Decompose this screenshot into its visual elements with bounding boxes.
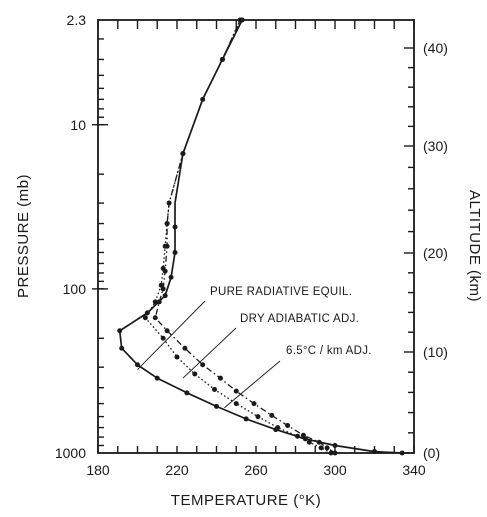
series-point-2 <box>255 414 261 420</box>
series-point-2 <box>152 299 158 305</box>
y-axis-title-right: ALTITUDE (km) <box>466 190 483 302</box>
series-point-3 <box>164 221 170 227</box>
series-layer <box>117 17 405 456</box>
y-axis-ticks: 2.3 10 100 1000 <box>55 12 108 461</box>
series-point-3 <box>285 423 291 429</box>
right-tick-label: (40) <box>423 40 448 56</box>
series-point-2 <box>233 401 239 407</box>
x-tick-label: 180 <box>86 462 110 478</box>
series-point-3 <box>152 315 158 321</box>
series-point-1 <box>162 293 168 299</box>
y-tick-label: 10 <box>70 117 86 133</box>
right-tick-label: (0) <box>423 445 440 461</box>
annotation-label: DRY ADIABATIC ADJ. <box>240 313 359 325</box>
series-point-1 <box>119 345 125 351</box>
series-point-2 <box>192 371 198 377</box>
series-point-3 <box>164 328 170 334</box>
series-point-1 <box>214 403 219 409</box>
y-tick-label: 100 <box>63 281 87 297</box>
x-axis-title: TEMPERATURE (°K) <box>171 492 321 509</box>
annotation-leader <box>137 300 206 370</box>
series-point-2 <box>158 282 164 288</box>
right-tick-label: (20) <box>423 245 448 261</box>
series-point-1 <box>172 249 178 255</box>
x-tick-label: 220 <box>165 462 189 478</box>
annotation-leader <box>224 360 281 409</box>
series-point-2 <box>174 354 180 360</box>
series-point-2 <box>318 445 324 451</box>
series-point-3 <box>217 375 223 381</box>
series-point-1 <box>135 362 140 368</box>
right-axis-ticks: (40) (30) (20) (10) (0) <box>404 40 448 461</box>
series-point-3 <box>300 432 306 438</box>
series-point-1 <box>168 274 174 280</box>
series-point-3 <box>233 388 239 394</box>
series-point-3 <box>156 299 162 305</box>
annotation-label: 6.5°C / km ADJ. <box>286 345 372 357</box>
series-point-1 <box>154 375 160 381</box>
series-line-3 <box>154 19 336 454</box>
series-point-3 <box>200 362 206 368</box>
plot-frame <box>97 19 415 454</box>
series-line-2 <box>144 19 332 454</box>
series-point-1 <box>184 390 190 396</box>
series-point-1 <box>372 449 377 455</box>
plot-area <box>97 19 415 454</box>
x-axis-ticks: 180 220 260 300 340 <box>86 20 426 478</box>
series-point-1 <box>243 416 249 422</box>
series-point-3 <box>162 268 168 274</box>
x-tick-label: 260 <box>244 462 268 478</box>
series-point-2 <box>142 315 148 321</box>
series-point-1 <box>332 442 338 448</box>
annotation-label: PURE RADIATIVE EQUIL. <box>210 286 352 298</box>
series-point-3 <box>269 412 275 418</box>
series-point-3 <box>251 401 257 407</box>
series-point-3 <box>182 345 188 351</box>
series-point-2 <box>160 335 166 341</box>
series-point-3 <box>332 450 338 456</box>
series-point-1 <box>172 224 178 230</box>
series-point-3 <box>160 286 166 292</box>
series-point-3 <box>324 445 330 451</box>
x-tick-label: 300 <box>323 462 347 478</box>
series-point-2 <box>294 433 300 439</box>
right-tick-label: (30) <box>423 138 448 154</box>
series-point-3 <box>200 96 206 102</box>
series-point-3 <box>164 243 170 249</box>
series-point-2 <box>306 439 312 445</box>
annotation-leader <box>182 327 237 379</box>
annotation-layer: PURE RADIATIVE EQUIL. DRY ADIABATIC ADJ. 6… <box>137 286 372 409</box>
series-point-1 <box>399 450 405 456</box>
right-tick-label: (10) <box>423 344 448 360</box>
series-point-3 <box>237 17 243 23</box>
y-axis-title-left: PRESSURE (mb) <box>15 174 32 298</box>
series-point-2 <box>212 386 218 392</box>
y-tick-label: 1000 <box>55 445 86 461</box>
y-tick-label: 2.3 <box>67 12 87 28</box>
series-line-1 <box>118 19 403 454</box>
x-tick-label: 340 <box>402 462 426 478</box>
series-point-1 <box>117 328 123 334</box>
series-point-3 <box>316 439 322 445</box>
series-point-3 <box>166 200 172 206</box>
series-point-2 <box>275 425 281 431</box>
